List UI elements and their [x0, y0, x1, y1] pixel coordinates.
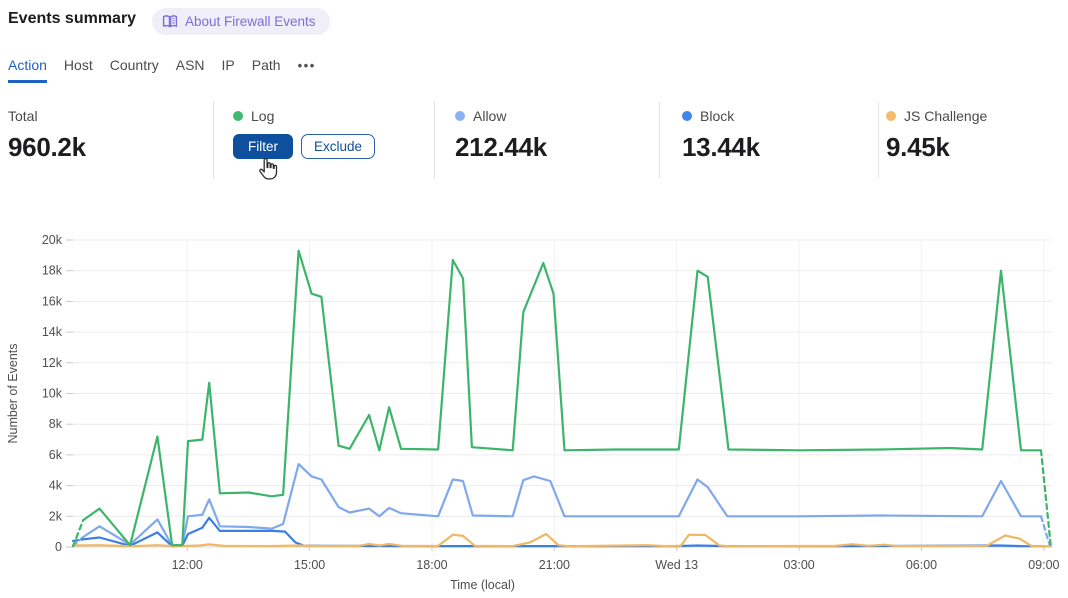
stat-log: Log Filter Exclude [233, 108, 376, 159]
x-tick-label: 03:00 [783, 558, 814, 572]
stat-divider [878, 102, 879, 178]
stat-total-value: 960.2k [8, 132, 86, 162]
y-tick-label: 12k [42, 356, 63, 370]
x-tick-label: Wed 13 [655, 558, 698, 572]
stat-allow-value: 212.44k [455, 132, 547, 162]
stat-block-value: 13.44k [682, 132, 760, 162]
stat-divider [213, 102, 214, 178]
y-tick-label: 0 [55, 540, 62, 554]
stat-js-challenge: JS Challenge 9.45k [886, 108, 987, 163]
stat-divider [434, 102, 435, 178]
x-tick-label: 18:00 [416, 558, 447, 572]
log-series-dot-icon [233, 111, 243, 121]
tab-action[interactable]: Action [8, 57, 47, 83]
tab-ip[interactable]: IP [221, 57, 235, 73]
x-tick-label: 09:00 [1028, 558, 1059, 572]
tab-country[interactable]: Country [109, 57, 159, 73]
book-icon [162, 14, 178, 29]
x-tick-label: 12:00 [172, 558, 203, 572]
stat-allow: Allow 212.44k [455, 108, 547, 163]
tab-asn[interactable]: ASN [175, 57, 205, 73]
y-tick-label: 20k [42, 233, 63, 247]
stat-js-challenge-label: JS Challenge [904, 108, 988, 124]
about-firewall-events-badge[interactable]: About Firewall Events [152, 8, 330, 35]
block-series-dot-icon [682, 111, 692, 121]
series-allow-dashed [1039, 515, 1052, 548]
y-tick-label: 2k [49, 509, 63, 523]
tab-host[interactable]: Host [63, 57, 93, 73]
y-axis-title: Number of Events [6, 343, 20, 443]
series-log-dashed [1039, 449, 1052, 548]
series-log-dashed [71, 518, 85, 548]
dimension-tabs: Action Host Country ASN IP Path ••• [8, 57, 316, 83]
x-tick-label: 15:00 [294, 558, 325, 572]
y-tick-label: 10k [42, 387, 63, 401]
filter-button[interactable]: Filter [233, 134, 293, 159]
allow-series-dot-icon [455, 111, 465, 121]
stat-total: Total 960.2k [8, 108, 86, 163]
series-block [82, 516, 1043, 548]
tabs-more-button[interactable]: ••• [297, 58, 316, 73]
js-challenge-series-dot-icon [886, 111, 896, 121]
stat-allow-label: Allow [473, 108, 507, 124]
series-log [82, 249, 1043, 547]
x-tick-label: 21:00 [539, 558, 570, 572]
y-tick-label: 6k [49, 448, 63, 462]
x-tick-label: 06:00 [906, 558, 937, 572]
stat-js-challenge-value: 9.45k [886, 132, 950, 162]
series-js-challenge [71, 532, 1052, 548]
stat-block: Block 13.44k [682, 108, 760, 163]
stat-total-label: Total [8, 108, 38, 124]
x-axis-title: Time (local) [450, 578, 515, 592]
stat-log-label: Log [251, 108, 275, 124]
y-tick-label: 14k [42, 325, 63, 339]
y-tick-label: 4k [49, 479, 63, 493]
exclude-button[interactable]: Exclude [301, 134, 376, 159]
series-allow [82, 463, 1043, 547]
page-title: Events summary [8, 10, 137, 27]
about-badge-label: About Firewall Events [185, 14, 316, 29]
stat-divider [659, 102, 660, 178]
y-tick-label: 18k [42, 264, 63, 278]
y-tick-label: 8k [49, 417, 63, 431]
tab-path[interactable]: Path [251, 57, 281, 73]
stat-block-label: Block [700, 108, 735, 124]
y-tick-label: 16k [42, 294, 63, 308]
